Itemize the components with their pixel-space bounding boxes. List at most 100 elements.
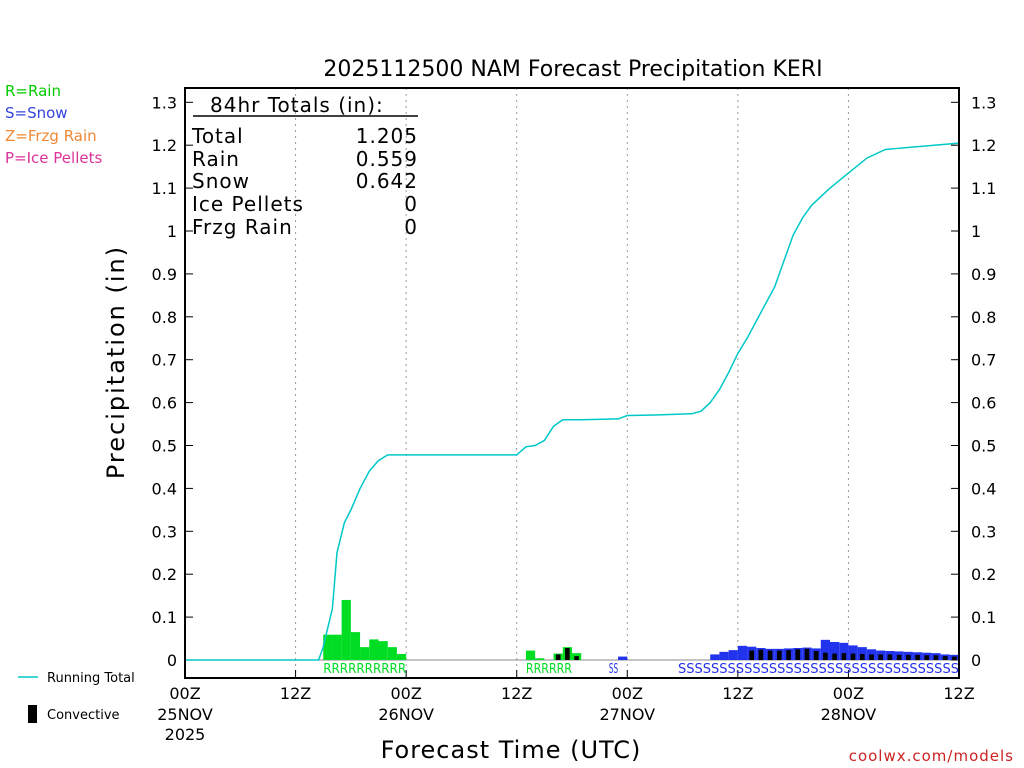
y-axis-left: 0 0.1 0.2 0.3 0.4 0.5 0.6 0.7 0.8 0.9 1 1.1 1.2 1.3 — [152, 93, 193, 670]
x-tick-label-time: 00Z — [833, 684, 864, 703]
legend-ice-pellets: P=Ice Pellets — [5, 149, 102, 167]
convective-bar — [758, 649, 764, 660]
y-tick-label-left: 1.3 — [152, 93, 177, 112]
convective-bar — [869, 654, 874, 660]
bars — [323, 599, 959, 660]
y-tick-label-right: 1.2 — [971, 136, 996, 155]
convective-bar — [850, 653, 856, 660]
totals-header: 84hr Totals (in): — [210, 93, 384, 117]
y-tick-label-right: 0 — [971, 651, 981, 670]
ptype-label-snow: SS — [609, 662, 618, 677]
rain-bar — [332, 634, 342, 660]
totals-value-frzg-rain: 0 — [404, 215, 418, 239]
legend-snow: S=Snow — [5, 104, 68, 122]
y-axis-right: 0 0.1 0.2 0.3 0.4 0.5 0.6 0.7 0.8 0.9 1 1.1 1.2 1.3 — [951, 93, 996, 670]
snow-bar — [710, 654, 720, 660]
y-tick-label-right: 0.1 — [971, 608, 996, 627]
convective-bar — [924, 655, 930, 660]
credit-text: coolwx.com/models — [849, 747, 1014, 765]
y-tick-label-left: 0 — [167, 651, 177, 670]
x-tick-label-time: 12Z — [722, 684, 753, 703]
running-total-line — [185, 142, 960, 661]
chart-title: 2025112500 NAM Forecast Precipitation KE… — [323, 57, 822, 82]
y-tick-label-left: 0.2 — [152, 565, 177, 584]
rain-bar — [350, 632, 361, 660]
y-tick-label-left: 0.5 — [152, 437, 177, 456]
y-tick-label-left: 0.4 — [152, 479, 177, 498]
rain-bar — [525, 650, 536, 660]
rain-bar — [369, 639, 379, 660]
running-total-legend-label: Running Total — [47, 671, 135, 686]
x-axis-label: Forecast Time (UTC) — [381, 736, 642, 764]
y-tick-label-right: 0.2 — [971, 565, 996, 584]
y-tick-label-left: 1.1 — [152, 179, 177, 198]
y-tick-label-right: 0.6 — [971, 394, 996, 413]
convective-bar — [942, 656, 948, 660]
totals-label-total: Total — [191, 124, 244, 148]
y-tick-label-right: 0.3 — [971, 522, 996, 541]
x-tick-label-year: 2025 — [165, 725, 206, 744]
snow-bar — [618, 656, 628, 660]
y-tick-label-right: 1.1 — [971, 179, 996, 198]
convective-bar — [777, 650, 782, 660]
ptype-label-snow: SSSSSSSSSSSSSSSSSSSSSSSSSSSSSSSSSS — [678, 662, 959, 677]
x-tick-label-date: 28NOV — [821, 705, 877, 724]
y-tick-label-right: 1 — [971, 222, 981, 241]
totals-label-ice-pellets: Ice Pellets — [192, 192, 304, 216]
convective-bar — [813, 650, 819, 660]
convective-bar — [859, 653, 865, 660]
ptype-legend: R=Rain S=Snow Z=Frzg Rain P=Ice Pellets — [5, 82, 102, 167]
convective-bar — [878, 654, 883, 660]
totals-box: 84hr Totals (in): Total 1.205 Rain 0.559… — [191, 93, 418, 239]
convective-bar — [804, 648, 810, 660]
legend-rain: R=Rain — [5, 82, 61, 100]
x-tick-label-date: 26NOV — [378, 705, 434, 724]
y-tick-label-left: 1.2 — [152, 136, 177, 155]
y-tick-label-left: 0.1 — [152, 608, 177, 627]
convective-bar — [786, 650, 791, 660]
grid-lines — [185, 88, 959, 678]
ptype-labels: RRRRRRRRRR RRRRRR SS SSSSSSSSSSSSSSSSSSSSSS… — [323, 662, 959, 677]
legend-frzg-rain: Z=Frzg Rain — [5, 127, 97, 145]
snow-bar — [728, 650, 738, 660]
y-tick-label-left: 0.6 — [152, 394, 177, 413]
totals-label-frzg-rain: Frzg Rain — [192, 215, 293, 239]
x-tick-label-time: 00Z — [612, 684, 643, 703]
convective-bar — [795, 649, 801, 660]
convective-bar — [555, 654, 561, 660]
y-tick-label-right: 0.5 — [971, 437, 996, 456]
x-tick-label-time: 12Z — [280, 684, 311, 703]
convective-bar — [841, 653, 847, 660]
convective-bar — [832, 653, 837, 660]
rain-bar — [341, 599, 351, 660]
x-tick-label-date: 27NOV — [599, 705, 655, 724]
convective-bar — [906, 654, 911, 660]
convective-bar — [574, 656, 579, 660]
convective-bar — [887, 654, 893, 660]
ptype-label-rain: RRRRRRRRRR — [323, 662, 406, 677]
plot-frame — [184, 87, 960, 679]
y-tick-label-left: 0.3 — [152, 522, 177, 541]
convective-bar — [749, 650, 754, 660]
convective-legend-label: Convective — [47, 708, 120, 723]
y-axis-label: Precipitation (in) — [102, 245, 130, 479]
y-tick-label-right: 0.4 — [971, 479, 996, 498]
rain-bar — [387, 647, 397, 660]
snow-bar — [719, 651, 729, 660]
rain-bar — [396, 653, 407, 660]
y-tick-label-right: 0.7 — [971, 351, 996, 370]
convective-bar — [896, 654, 902, 660]
line-legend: Running Total Convective — [18, 671, 135, 723]
convective-bar — [823, 652, 828, 660]
rain-bar — [323, 634, 333, 660]
rain-bar — [535, 658, 545, 660]
snow-bar — [839, 642, 849, 660]
x-tick-label-time: 12Z — [943, 684, 974, 703]
rain-bar — [360, 647, 370, 660]
y-tick-label-right: 0.8 — [971, 308, 996, 327]
totals-value-rain: 0.559 — [356, 147, 418, 171]
convective-bar — [565, 647, 570, 660]
snow-bar — [857, 647, 867, 660]
